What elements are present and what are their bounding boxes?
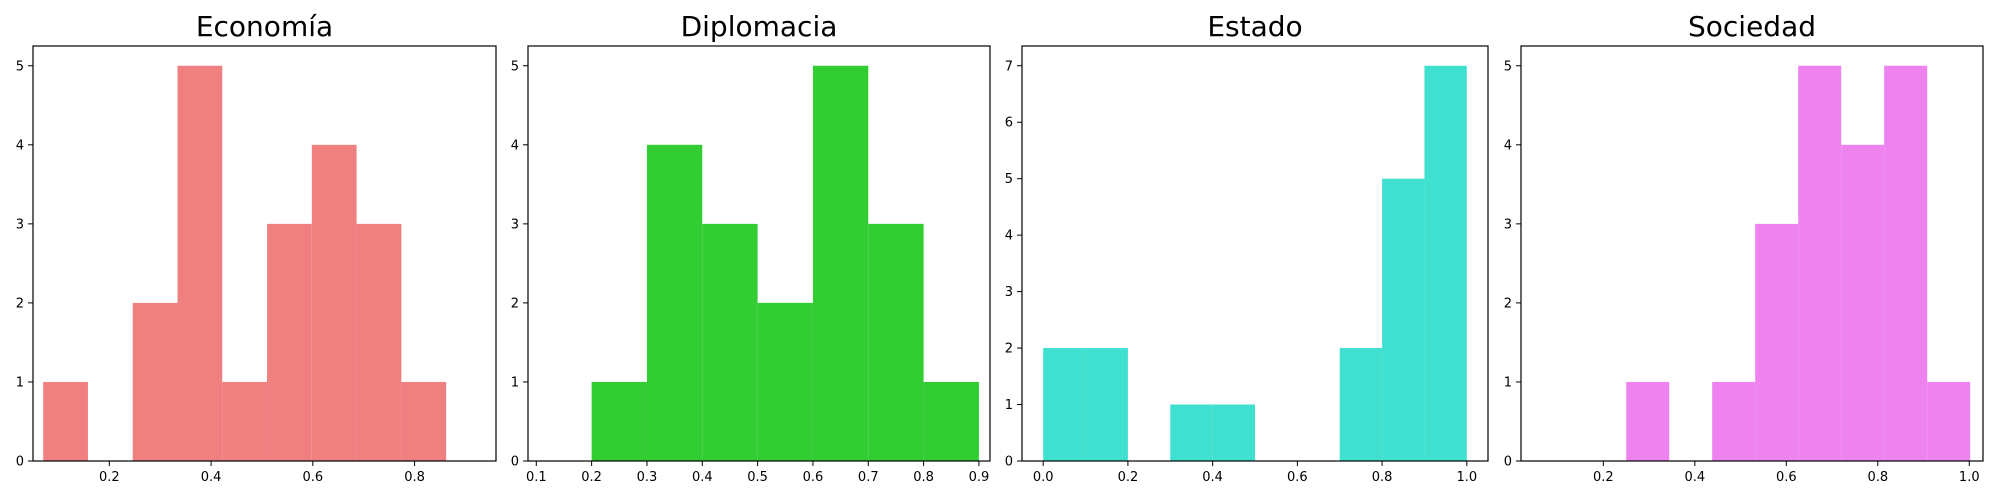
x-tick-label: 0.3 (637, 470, 658, 485)
histogram-bar (1382, 178, 1425, 461)
histogram-bar (132, 302, 178, 461)
y-tick-label: 0 (511, 455, 519, 470)
histogram-panel: 0.2 0.4 0.6 0.8 1.0 0 1 2 3 4 5 Sociedad (1504, 10, 1984, 485)
y-tick-label: 1 (511, 375, 519, 390)
y-tick-label: 3 (511, 217, 519, 232)
histogram-panel: 0.1 0.2 0.3 0.4 0.5 0.6 0.7 0.8 0.9 0 1 2 3 4 5 Diploma… (511, 10, 991, 485)
chart-title: Diplomacia (681, 10, 838, 43)
histogram-bar (311, 144, 357, 461)
y-tick-label: 4 (1504, 138, 1512, 153)
chart-title: Sociedad (1688, 10, 1816, 43)
y-tick-label: 4 (1005, 229, 1013, 244)
histogram-bar (356, 223, 402, 461)
y-tick-label: 3 (16, 217, 24, 232)
axes-frame (527, 45, 991, 462)
histogram-bar (812, 65, 869, 461)
y-tick-label: 0 (1504, 455, 1512, 470)
x-tick-label: 0.2 (1593, 470, 1614, 485)
x-tick-label: 0.0 (1033, 470, 1054, 485)
histogram-bar (1712, 381, 1756, 461)
chart-title: Estado (1207, 10, 1302, 43)
histogram-bar (757, 302, 813, 461)
axes-frame (32, 45, 497, 462)
y-tick-label: 6 (1005, 116, 1013, 131)
histogram-bar (923, 381, 979, 461)
x-tick-label: 0.4 (1202, 470, 1223, 485)
y-tick-label: 0 (1005, 455, 1013, 470)
histogram-bar (1212, 404, 1255, 461)
histogram-bar (1755, 223, 1799, 461)
histogram-bar (646, 144, 703, 461)
x-tick-label: 0.4 (201, 470, 222, 485)
y-tick-label: 3 (1504, 217, 1512, 232)
axes-frame (1520, 45, 1984, 462)
histogram-bar (1170, 404, 1213, 461)
y-tick-label: 2 (1005, 342, 1013, 357)
y-tick-label: 0 (16, 455, 24, 470)
histogram-bar (1626, 381, 1670, 461)
histogram-bar (1085, 348, 1128, 461)
histogram-panel: 0.0 0.2 0.4 0.6 0.8 1.0 0 1 2 3 4 5 6 7 Estado (1005, 10, 1489, 485)
x-tick-label: 0.5 (747, 470, 768, 485)
x-tick-label: 0.2 (581, 470, 602, 485)
histogram-bar (868, 223, 924, 461)
x-tick-label: 0.2 (1118, 470, 1139, 485)
y-tick-label: 5 (1005, 172, 1013, 187)
histogram-bar (43, 381, 88, 461)
histogram-bar (702, 223, 758, 461)
y-tick-label: 5 (16, 59, 24, 74)
histogram-bar (1798, 65, 1842, 461)
histogram-bar (1841, 144, 1885, 461)
x-tick-label: 1.0 (1959, 470, 1980, 485)
y-tick-label: 1 (16, 375, 24, 390)
x-tick-label: 0.6 (803, 470, 824, 485)
x-tick-label: 0.4 (1684, 470, 1705, 485)
histogram-bar (1884, 65, 1928, 461)
histogram-bar (1424, 65, 1467, 461)
x-tick-label: 0.9 (969, 470, 990, 485)
x-tick-label: 0.8 (913, 470, 934, 485)
x-tick-label: 0.6 (302, 470, 323, 485)
histogram-bar (222, 381, 268, 461)
y-tick-label: 2 (511, 296, 519, 311)
y-tick-label: 7 (1005, 59, 1013, 74)
histogram-bar (591, 381, 647, 461)
y-tick-label: 1 (1504, 375, 1512, 390)
histogram-bar (177, 65, 223, 461)
y-tick-label: 2 (1504, 296, 1512, 311)
x-tick-label: 0.7 (858, 470, 879, 485)
y-tick-label: 3 (1005, 285, 1013, 300)
histogram-bar (401, 381, 447, 461)
chart-title: Economía (196, 10, 333, 43)
y-tick-label: 5 (1504, 59, 1512, 74)
x-tick-label: 0.8 (1867, 470, 1888, 485)
histogram-bar (1927, 381, 1971, 461)
x-tick-label: 0.2 (99, 470, 120, 485)
histogram-bar (1043, 348, 1086, 461)
x-tick-label: 0.8 (1372, 470, 1393, 485)
histogram-panel: 0.2 0.4 0.6 0.8 0 1 2 3 4 5 Economía (16, 10, 497, 485)
y-tick-label: 2 (16, 296, 24, 311)
x-tick-label: 1.0 (1456, 470, 1477, 485)
x-tick-label: 0.4 (692, 470, 713, 485)
axes-frame (1021, 45, 1489, 462)
y-tick-label: 5 (511, 59, 519, 74)
histogram-bar (267, 223, 312, 461)
y-tick-label: 4 (511, 138, 519, 153)
x-tick-label: 0.6 (1287, 470, 1308, 485)
x-tick-label: 0.6 (1776, 470, 1797, 485)
x-tick-label: 0.8 (404, 470, 425, 485)
y-tick-label: 4 (16, 138, 24, 153)
y-tick-label: 1 (1005, 398, 1013, 413)
x-tick-label: 0.1 (526, 470, 547, 485)
histogram-bar (1339, 348, 1383, 461)
